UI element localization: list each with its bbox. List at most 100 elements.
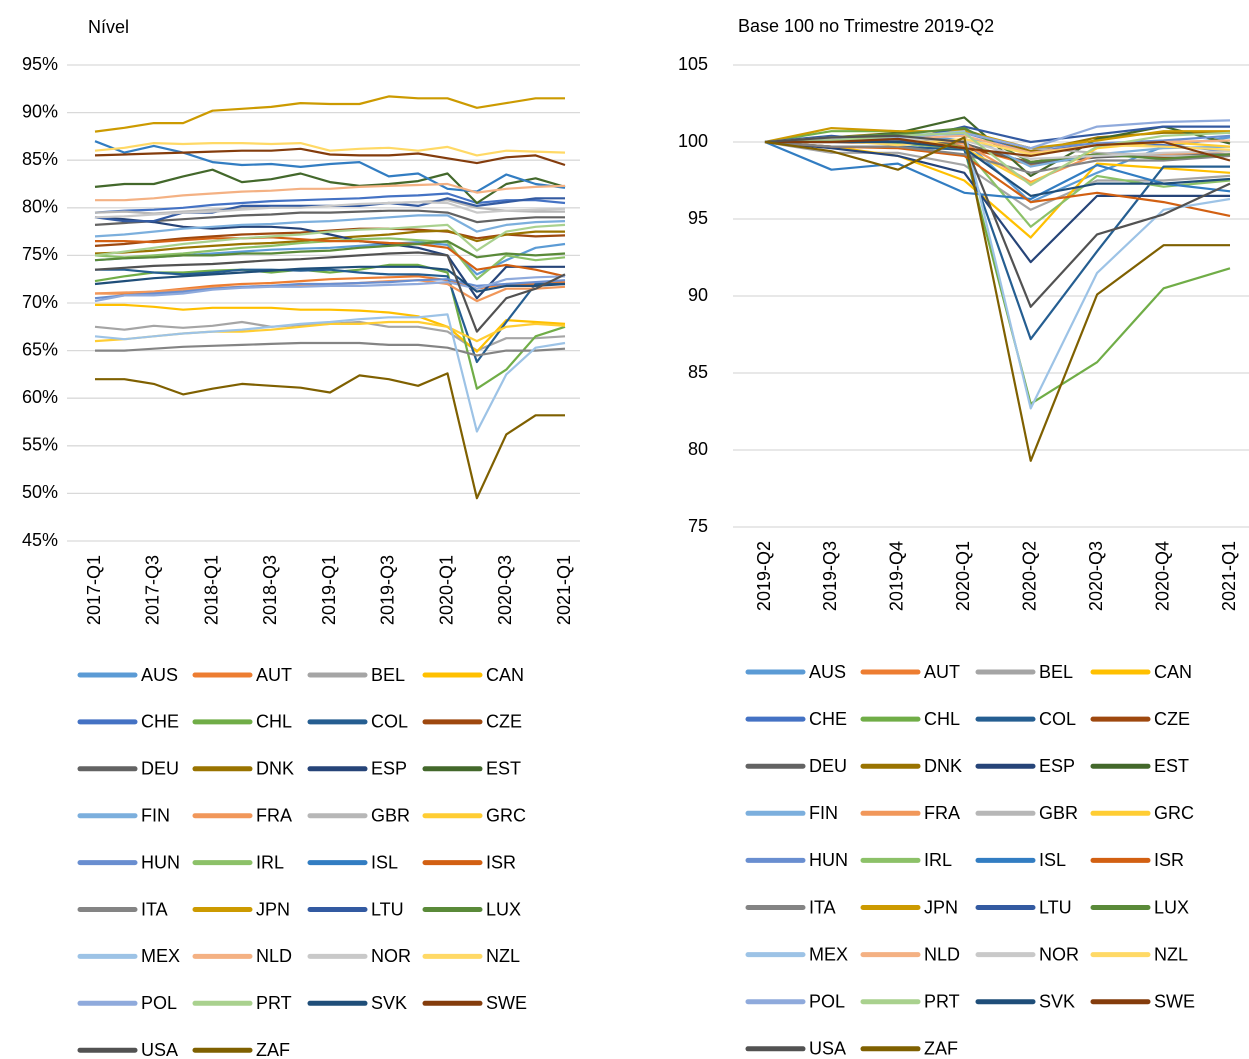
legend-label: CAN <box>1154 662 1192 682</box>
x-tick-label: 2019-Q3 <box>820 541 840 611</box>
legend-label: POL <box>809 991 845 1011</box>
legend-label: CAN <box>486 665 524 685</box>
y-tick-label: 85% <box>22 149 58 169</box>
legend-label: ESP <box>371 759 407 779</box>
series-line <box>94 214 566 238</box>
series-line <box>95 341 566 357</box>
y-tick-label: 95 <box>688 208 708 228</box>
legend-label: DNK <box>924 756 962 776</box>
legend-label: FRA <box>256 805 292 825</box>
legend-label: LUX <box>1154 897 1189 917</box>
legend-label: GBR <box>1039 803 1078 823</box>
series-line <box>764 140 1231 201</box>
series-line <box>764 140 1230 264</box>
legend-label: NZL <box>486 946 520 966</box>
y-tick-label: 90 <box>688 285 708 305</box>
legend-label: USA <box>809 1039 846 1059</box>
series-line <box>94 95 565 133</box>
x-tick-label: 2017-Q3 <box>143 555 163 625</box>
legend-label: ZAF <box>256 1040 290 1059</box>
legend-label: GRC <box>1154 803 1194 823</box>
legend-label: NOR <box>371 946 411 966</box>
series-line <box>95 268 565 364</box>
x-tick-label: 2020-Q1 <box>436 555 456 625</box>
series-line <box>95 236 566 278</box>
series-line <box>764 131 1231 187</box>
legend-label: GRC <box>486 805 526 825</box>
legend-label: AUT <box>256 665 292 685</box>
legend-label: FRA <box>924 803 960 823</box>
legend-label: ISL <box>1039 850 1066 870</box>
legend-label: ISL <box>371 852 398 872</box>
series-line <box>94 229 565 255</box>
legend-label: SVK <box>1039 991 1075 1011</box>
series-line <box>94 263 566 390</box>
y-tick-label: 50% <box>22 482 58 502</box>
series-line <box>764 140 1231 239</box>
y-tick-label: 70% <box>22 292 58 312</box>
series-line <box>94 209 565 226</box>
series-line <box>94 240 566 262</box>
legend-label: DEU <box>809 756 847 776</box>
x-tick-label: 2019-Q3 <box>378 555 398 625</box>
legend-label: DNK <box>256 759 294 779</box>
legend-label: EST <box>1154 756 1189 776</box>
legend-label: HUN <box>809 850 848 870</box>
x-tick-label: 2018-Q3 <box>260 555 280 625</box>
series-line <box>764 140 1231 174</box>
series-line <box>765 137 1231 162</box>
legend-label: AUT <box>924 662 960 682</box>
legend-label: SVK <box>371 993 407 1013</box>
legend-label: LTU <box>1039 897 1072 917</box>
legend-label: SWE <box>1154 991 1195 1011</box>
x-tick-label: 2020-Q2 <box>1019 541 1039 611</box>
series-line <box>95 372 565 500</box>
legend-label: AUS <box>809 662 846 682</box>
legend-label: PRT <box>256 993 292 1013</box>
series-line <box>94 140 566 193</box>
legend-label: COL <box>371 712 408 732</box>
y-tick-label: 65% <box>22 339 58 359</box>
legend-label: CHE <box>141 712 179 732</box>
legend-label: MEX <box>141 946 180 966</box>
x-tick-label: 2020-Q3 <box>1086 541 1106 611</box>
legend-label: IRL <box>924 850 952 870</box>
legend-label: POL <box>141 993 177 1013</box>
legend-label: LTU <box>371 899 404 919</box>
chart-title: Base 100 no Trimestre 2019-Q2 <box>738 16 994 36</box>
legend-label: ISR <box>1154 850 1184 870</box>
legend-label: CHL <box>924 709 960 729</box>
legend-label: CZE <box>1154 709 1190 729</box>
legend-label: ZAF <box>924 1039 958 1059</box>
y-tick-label: 75 <box>688 516 708 536</box>
series-line <box>764 136 1230 462</box>
legend-label: ISR <box>486 852 516 872</box>
y-tick-label: 75% <box>22 244 58 264</box>
chart-title: Nível <box>88 17 129 37</box>
series-line <box>94 168 566 205</box>
legend-label: FIN <box>809 803 838 823</box>
legend-label: NOR <box>1039 944 1079 964</box>
legend-label: HUN <box>141 852 180 872</box>
y-tick-label: 85 <box>688 362 708 382</box>
y-tick-label: 105 <box>678 54 708 74</box>
series-line <box>94 251 566 333</box>
y-tick-label: 80 <box>688 439 708 459</box>
legend-label: BEL <box>371 665 405 685</box>
legend-label: CHE <box>809 709 847 729</box>
series-line <box>94 223 566 257</box>
legend-label: IRL <box>256 852 284 872</box>
legend-label: ITA <box>809 897 836 917</box>
series-line <box>94 275 566 303</box>
series-line <box>95 303 566 353</box>
legend-label: CZE <box>486 712 522 732</box>
legend-label: NZL <box>1154 944 1188 964</box>
series-line <box>94 142 566 157</box>
legend-label: PRT <box>924 991 960 1011</box>
y-tick-label: 95% <box>22 54 58 74</box>
series-line <box>94 216 565 300</box>
legend-label: COL <box>1039 709 1076 729</box>
y-tick-label: 100 <box>678 131 708 151</box>
x-tick-label: 2021-Q1 <box>554 555 574 625</box>
